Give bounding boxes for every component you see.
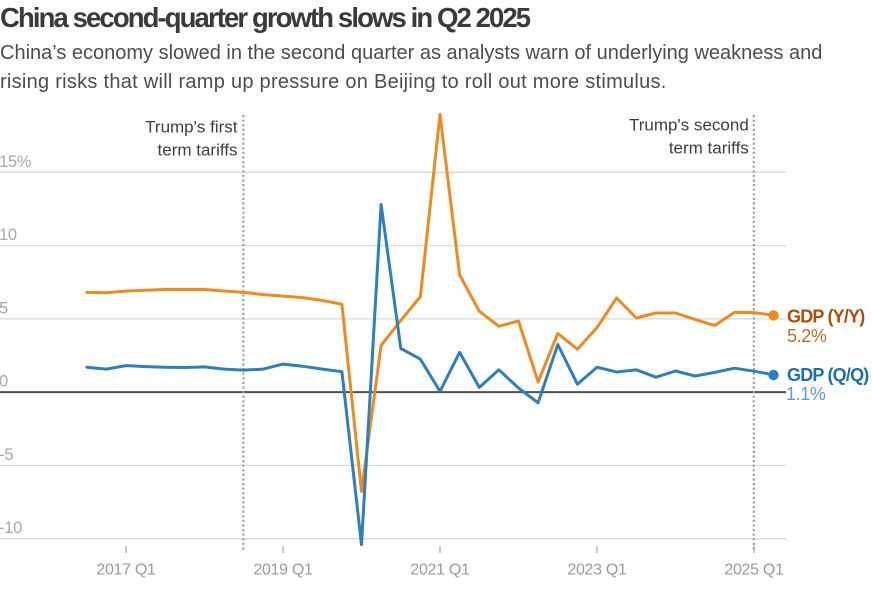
svg-text:5.2%: 5.2% [787, 326, 827, 346]
svg-text:-10: -10 [0, 519, 22, 537]
svg-text:0: 0 [0, 373, 8, 391]
svg-text:GDP (Y/Y): GDP (Y/Y) [787, 307, 865, 327]
svg-text:Trump's second: Trump's second [629, 116, 749, 135]
svg-text:GDP (Q/Q): GDP (Q/Q) [787, 365, 869, 385]
svg-text:term tariffs: term tariffs [669, 139, 749, 158]
svg-text:2023 Q1: 2023 Q1 [567, 561, 627, 578]
svg-text:15%: 15% [0, 153, 32, 171]
svg-text:5: 5 [0, 299, 8, 317]
svg-text:2021 Q1: 2021 Q1 [410, 561, 470, 578]
svg-text:term tariffs: term tariffs [158, 141, 238, 160]
svg-text:2025 Q1: 2025 Q1 [724, 561, 784, 578]
svg-text:2017 Q1: 2017 Q1 [96, 561, 156, 578]
svg-text:1.1%: 1.1% [786, 384, 826, 404]
svg-text:Trump's first: Trump's first [145, 118, 238, 137]
svg-text:2019 Q1: 2019 Q1 [253, 561, 313, 578]
svg-text:10: 10 [0, 226, 17, 244]
svg-text:-5: -5 [0, 446, 13, 464]
